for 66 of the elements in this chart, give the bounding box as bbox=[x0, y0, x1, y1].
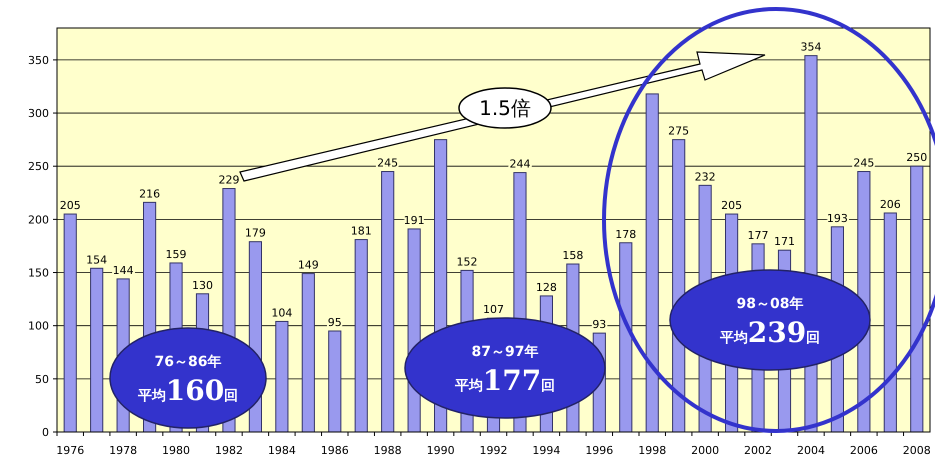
bar bbox=[90, 268, 104, 432]
data-label: 152 bbox=[456, 255, 478, 268]
data-label: 154 bbox=[86, 253, 108, 266]
data-label: 149 bbox=[298, 258, 319, 272]
bar bbox=[381, 171, 394, 432]
data-label: 206 bbox=[880, 198, 901, 211]
x-tick-label: 2002 bbox=[744, 444, 772, 457]
x-tick-label: 1982 bbox=[214, 444, 243, 457]
y-tick-label: 100 bbox=[28, 320, 49, 333]
x-tick-label: 1978 bbox=[109, 444, 138, 457]
x-tick-label: 2004 bbox=[796, 444, 825, 457]
data-label: 275 bbox=[668, 124, 690, 138]
data-label: 232 bbox=[694, 170, 716, 184]
y-tick-label: 250 bbox=[28, 160, 49, 174]
x-tick-label: 1984 bbox=[268, 444, 296, 457]
y-tick-label: 50 bbox=[35, 372, 49, 386]
x-tick-label: 2000 bbox=[691, 444, 720, 457]
y-tick-label: 200 bbox=[28, 213, 49, 226]
x-tick-label: 2006 bbox=[850, 444, 878, 457]
annotation: 平均177回 bbox=[454, 364, 556, 397]
y-tick-label: 0 bbox=[42, 426, 49, 439]
data-label: 216 bbox=[139, 187, 160, 200]
data-label: 178 bbox=[615, 228, 636, 241]
y-tick-label: 350 bbox=[28, 54, 49, 67]
annotation: 76～86年 bbox=[154, 354, 222, 370]
x-tick-label: 2008 bbox=[902, 444, 931, 457]
x-tick-label: 1996 bbox=[585, 444, 614, 457]
data-label: 181 bbox=[350, 224, 372, 238]
data-label: 128 bbox=[536, 280, 557, 294]
x-tick-label: 1986 bbox=[320, 444, 349, 457]
data-label: 158 bbox=[562, 249, 584, 262]
x-tick-label: 1976 bbox=[56, 444, 84, 457]
data-label: 171 bbox=[774, 235, 795, 248]
annotation: 1.5倍 bbox=[479, 96, 531, 120]
bar bbox=[884, 212, 897, 432]
annotation: 平均239回 bbox=[718, 316, 820, 349]
data-label: 177 bbox=[748, 228, 769, 242]
bar bbox=[910, 166, 924, 432]
bar bbox=[646, 93, 659, 432]
x-tick-label: 1994 bbox=[532, 444, 560, 457]
bar bbox=[619, 242, 632, 432]
data-label: 179 bbox=[244, 226, 266, 240]
annotation: 87～97年 bbox=[472, 344, 538, 360]
data-label: 159 bbox=[166, 248, 187, 261]
data-label: 130 bbox=[192, 278, 213, 292]
data-label: 205 bbox=[721, 199, 742, 212]
bar bbox=[64, 214, 77, 432]
data-label: 354 bbox=[800, 40, 822, 54]
x-tick-label: 1998 bbox=[638, 444, 666, 457]
annotation: 平均160回 bbox=[136, 374, 238, 407]
data-label: 104 bbox=[271, 306, 292, 320]
x-tick-label: 1992 bbox=[480, 444, 508, 457]
bar bbox=[302, 273, 315, 432]
y-tick-label: 300 bbox=[28, 107, 49, 120]
bar bbox=[275, 320, 288, 432]
bar bbox=[354, 239, 368, 432]
data-label: 205 bbox=[60, 199, 81, 212]
bar bbox=[328, 330, 342, 432]
annotation: 98～08年 bbox=[736, 296, 804, 312]
x-tick-label: 1990 bbox=[426, 444, 455, 457]
data-label: 250 bbox=[906, 151, 928, 164]
data-label: 107 bbox=[483, 303, 504, 316]
x-tick-label: 1988 bbox=[374, 444, 402, 457]
x-tick-label: 1980 bbox=[162, 444, 190, 457]
data-label: 229 bbox=[218, 174, 240, 187]
y-tick-label: 150 bbox=[28, 266, 49, 280]
